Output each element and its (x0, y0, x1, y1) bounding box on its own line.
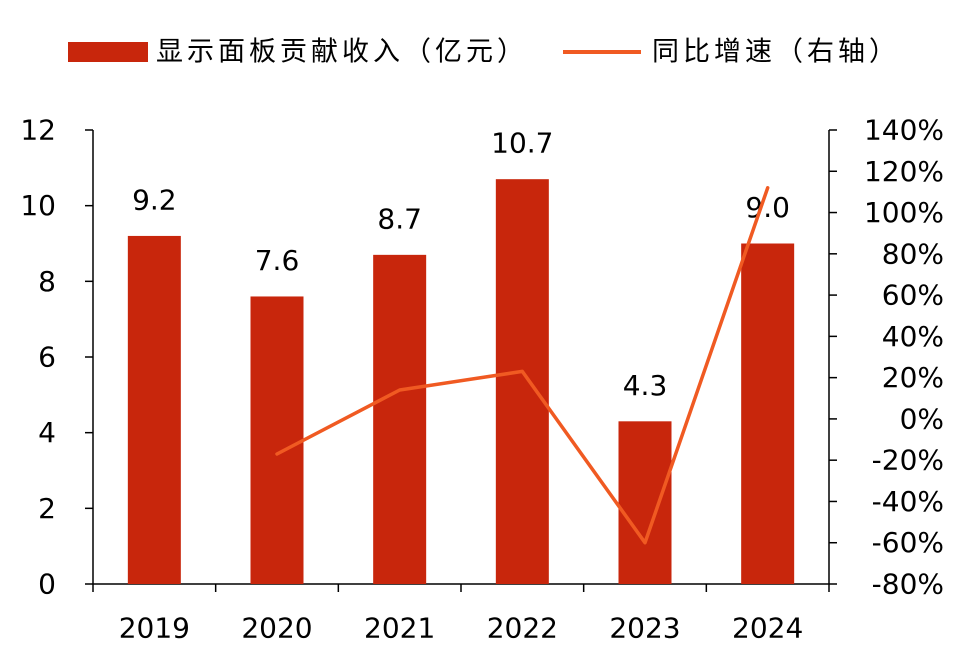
right-axis-tick-label: 20% (882, 361, 944, 394)
bar-data-label-2020: 7.6 (255, 244, 300, 277)
x-axis-category-label: 2024 (732, 612, 803, 645)
x-axis-category-label: 2022 (487, 612, 558, 645)
right-axis-tick-label: -80% (872, 568, 944, 601)
right-axis-tick-label: 100% (864, 196, 944, 229)
bar-2024 (741, 243, 795, 584)
bar-2019 (127, 235, 181, 584)
legend-bar-label: 显示面板贡献收入（亿元） (156, 37, 528, 68)
axes: 0 2 4 6 8 10 12 -80% -60% -40% -20% 0% 20% 40% 60% 80% 1… (20, 114, 944, 645)
left-axis-tick-label: 2 (38, 492, 56, 525)
line-series (275, 186, 770, 545)
left-axis-tick-label: 4 (38, 416, 56, 449)
bar-data-label-2021: 8.7 (377, 202, 422, 235)
x-axis-category-label: 2021 (364, 612, 435, 645)
right-axis-tick-label: -40% (872, 485, 944, 518)
bar-2023 (618, 421, 672, 584)
legend: 显示面板贡献收入（亿元） 同比增速（右轴） (68, 37, 900, 68)
right-axis-tick-label: -60% (872, 526, 944, 559)
bar-data-label-2022: 10.7 (491, 127, 553, 160)
bar-2020 (250, 296, 304, 584)
growth-rate-line (275, 186, 770, 545)
legend-bar-swatch (68, 42, 148, 62)
right-axis-tick-label: 60% (882, 279, 944, 312)
right-axis-tick-label: 0% (900, 402, 944, 435)
bar-2022 (495, 179, 549, 584)
right-axis-tick-label: 140% (864, 114, 944, 147)
right-axis-tick-label: 120% (864, 155, 944, 188)
left-axis-tick-label: 6 (38, 341, 56, 374)
bar-data-label-2024: 9.0 (745, 191, 790, 224)
bar-series (127, 179, 795, 584)
left-axis-tick-label: 10 (20, 189, 56, 222)
legend-line-label: 同比增速（右轴） (652, 37, 900, 68)
x-axis-category-label: 2019 (119, 612, 190, 645)
x-axis-category-label: 2023 (609, 612, 680, 645)
bar-2021 (373, 254, 427, 584)
right-axis-tick-label: 80% (882, 237, 944, 270)
right-axis-tick-label: -20% (872, 444, 944, 477)
left-axis-tick-label: 12 (20, 114, 56, 147)
left-axis-tick-label: 0 (38, 568, 56, 601)
x-axis-category-label: 2020 (241, 612, 312, 645)
bar-data-label-2023: 4.3 (623, 369, 668, 402)
bar-data-labels: 9.2 7.6 8.7 10.7 4.3 9.0 (132, 127, 790, 402)
bar-data-label-2019: 9.2 (132, 183, 177, 216)
left-axis-tick-label: 8 (38, 265, 56, 298)
right-axis-tick-label: 40% (882, 320, 944, 353)
